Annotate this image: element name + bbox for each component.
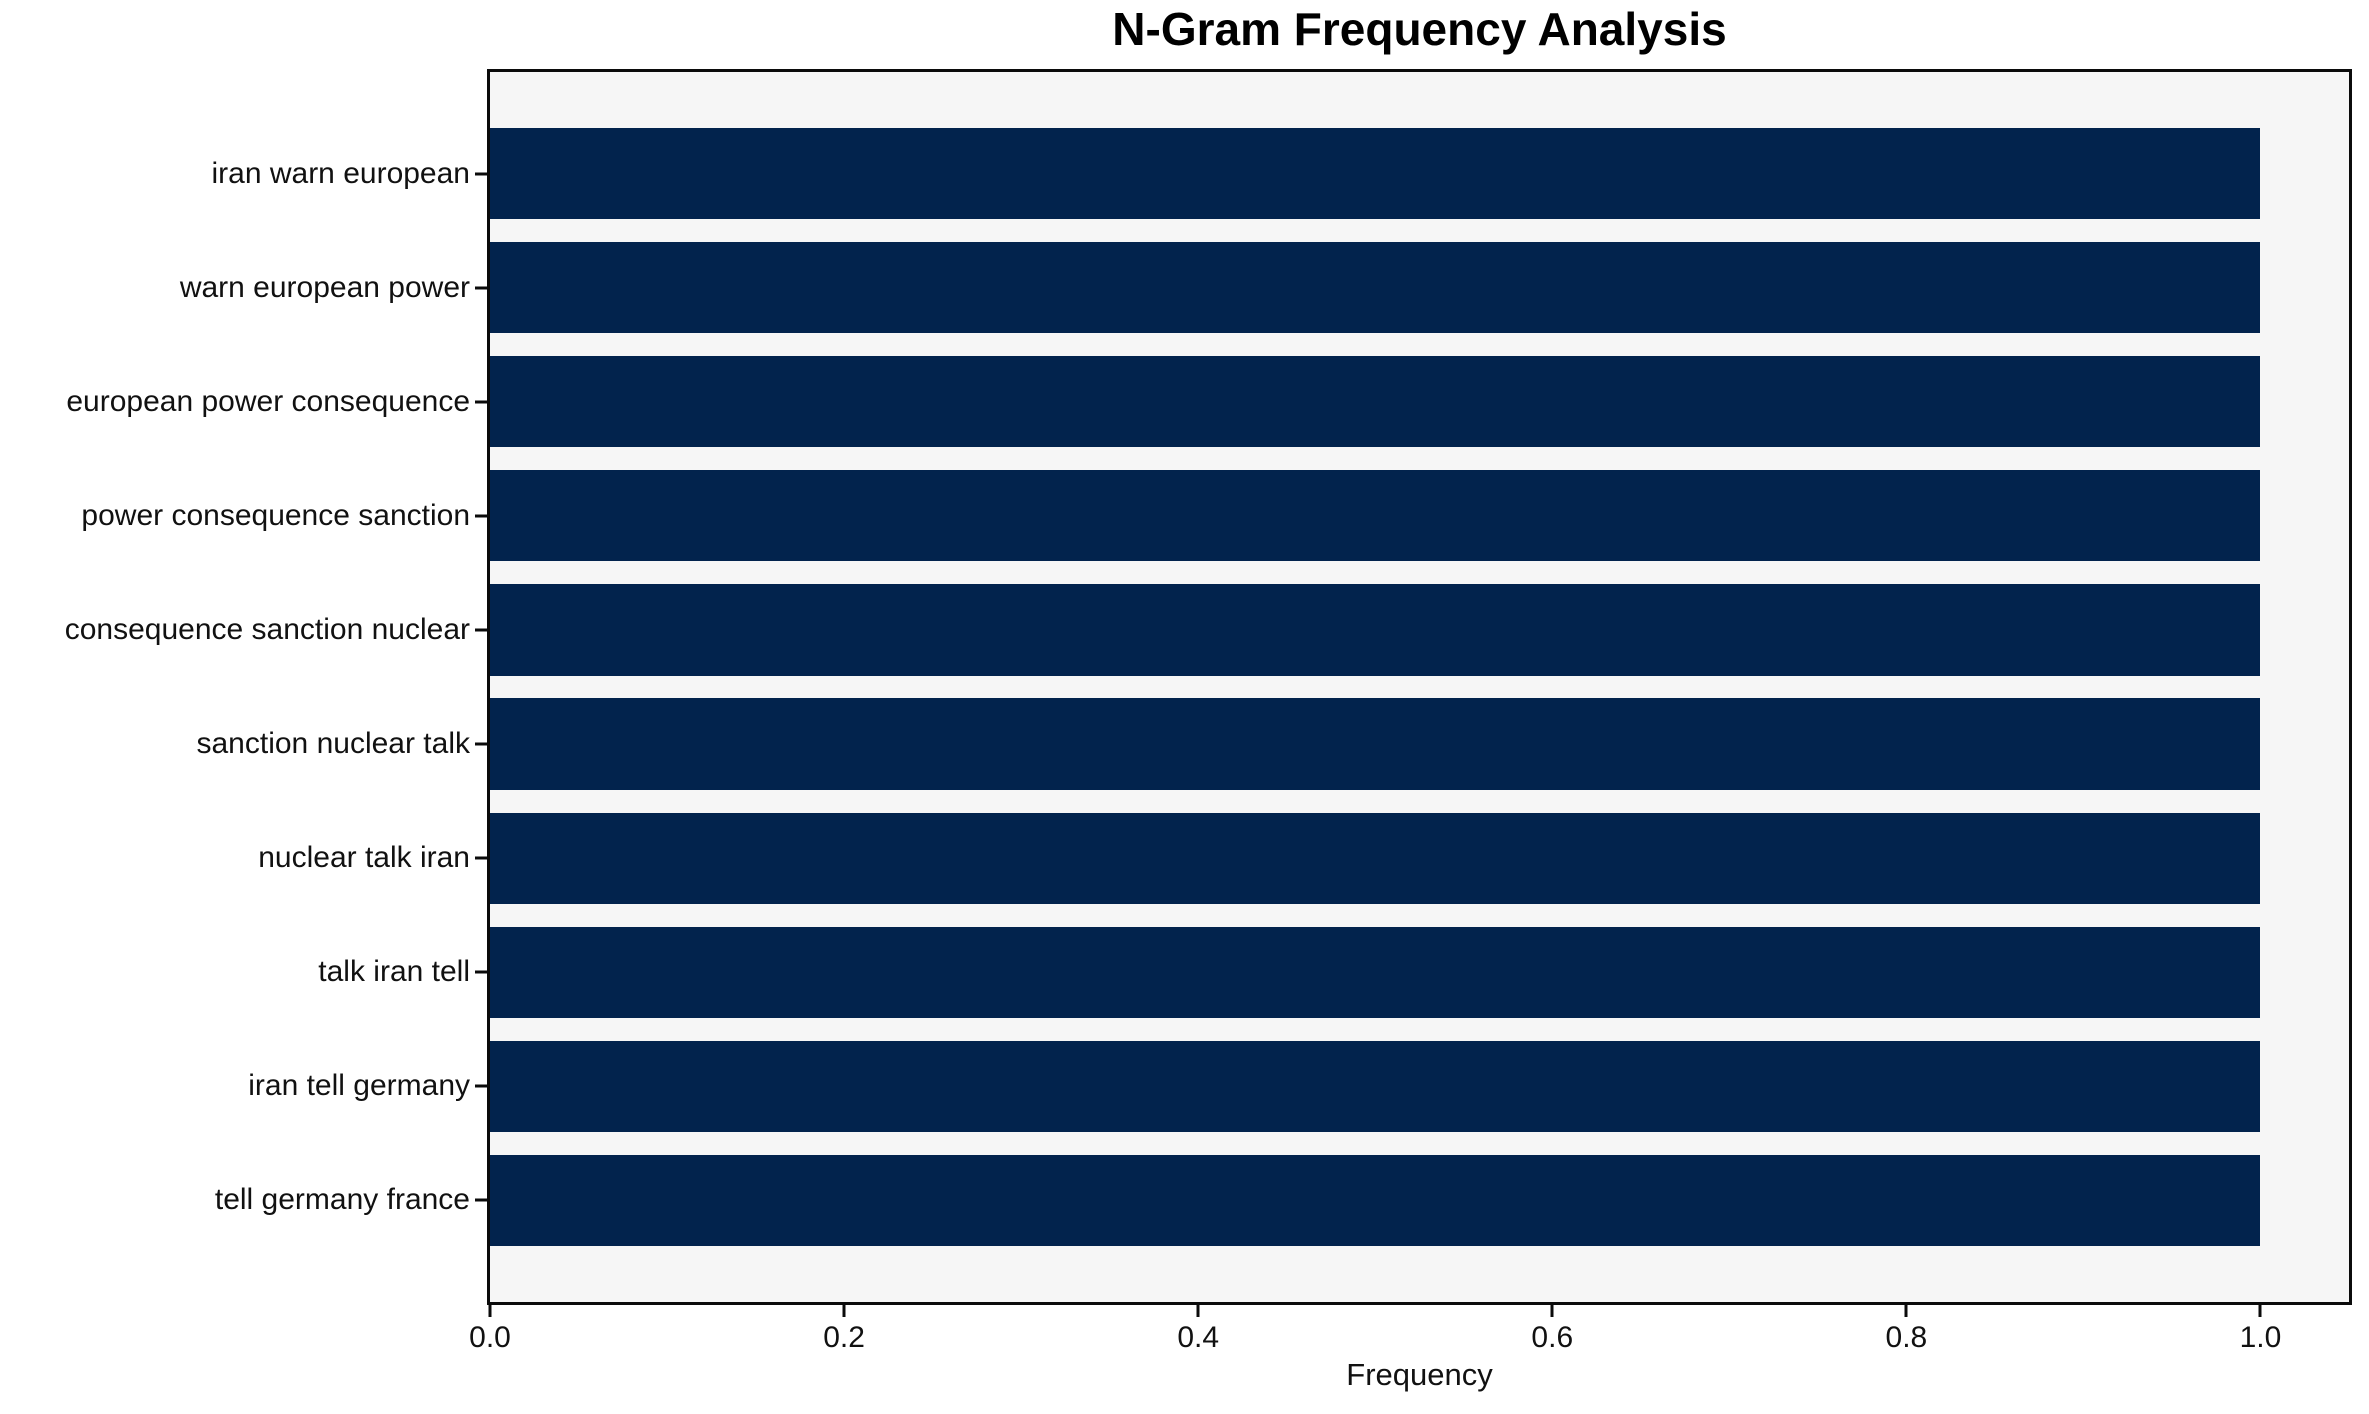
x-axis-tick-label: 1.0	[2239, 1321, 2282, 1354]
x-tick-mark	[1196, 1305, 1200, 1317]
x-tick-mark	[842, 1305, 846, 1317]
bar-sanction-nuclear-talk	[490, 698, 2261, 790]
y-tick-mark	[475, 514, 487, 518]
x-axis-label: Frequency	[1346, 1357, 1493, 1392]
bar-consequence-sanction-nuclear	[490, 584, 2261, 676]
y-tick-mark	[475, 1084, 487, 1088]
bar-iran-tell-germany	[490, 1040, 2261, 1132]
bar-nuclear-talk-iran	[490, 812, 2261, 904]
y-axis-tick-label: talk iran tell	[318, 955, 470, 989]
bar-tell-germany-france	[490, 1154, 2261, 1247]
x-axis-tick-label: 0.0	[469, 1321, 511, 1354]
y-tick-mark	[475, 628, 487, 632]
y-axis-tick-label: power consequence sanction	[81, 498, 470, 532]
y-tick-mark	[475, 856, 487, 860]
bar-warn-european-power	[490, 242, 2261, 334]
y-tick-mark	[475, 286, 487, 290]
y-tick-mark	[475, 172, 487, 176]
y-tick-mark	[475, 400, 487, 404]
y-axis-tick-label: iran warn european	[211, 156, 470, 190]
y-axis-tick-label: iran tell germany	[248, 1069, 470, 1103]
y-axis-tick-label: tell germany france	[214, 1183, 470, 1217]
y-tick-mark	[475, 1198, 487, 1202]
x-axis-tick-label: 0.8	[1885, 1321, 1928, 1354]
y-tick-mark	[475, 970, 487, 974]
x-tick-mark	[2258, 1305, 2262, 1317]
bar-iran-warn-european	[490, 127, 2261, 220]
bar-european-power-consequence	[490, 356, 2261, 448]
x-axis-tick-label: 0.6	[1531, 1321, 1574, 1354]
y-tick-mark	[475, 742, 487, 746]
y-axis-tick-label: european power consequence	[66, 384, 470, 418]
bar-power-consequence-sanction	[490, 470, 2261, 562]
x-axis-tick-label: 0.4	[1177, 1321, 1220, 1354]
chart-title: N-Gram Frequency Analysis	[1112, 3, 1727, 55]
x-axis-tick-label: 0.2	[823, 1321, 865, 1354]
x-tick-mark	[1904, 1305, 1908, 1317]
x-tick-mark	[488, 1305, 492, 1317]
y-axis-tick-label: nuclear talk iran	[258, 841, 470, 875]
bar-talk-iran-tell	[490, 926, 2261, 1018]
y-axis-tick-label: sanction nuclear talk	[196, 727, 471, 761]
x-tick-mark	[1550, 1305, 1554, 1317]
y-axis-tick-label: consequence sanction nuclear	[64, 612, 470, 646]
y-axis-tick-label: warn european power	[179, 270, 470, 304]
plot-area	[487, 69, 2352, 1305]
